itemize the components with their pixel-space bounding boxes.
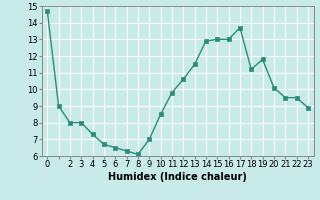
X-axis label: Humidex (Indice chaleur): Humidex (Indice chaleur) bbox=[108, 172, 247, 182]
